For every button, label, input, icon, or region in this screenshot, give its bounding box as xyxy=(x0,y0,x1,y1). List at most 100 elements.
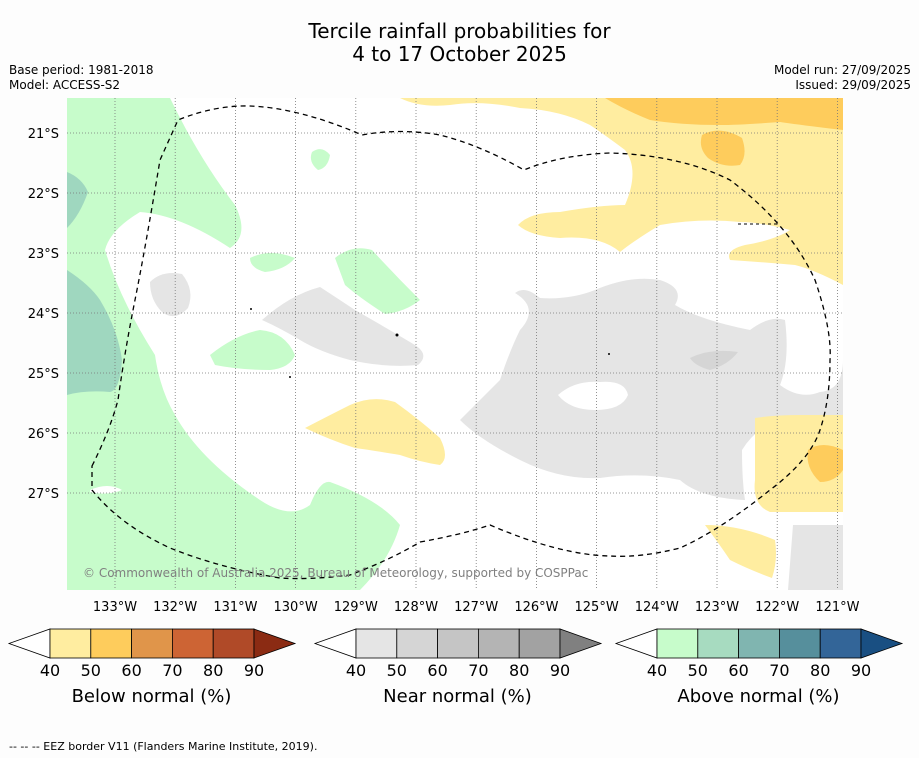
colorbar-segment xyxy=(697,628,739,659)
longitude-labels: 133°W 132°W 131°W 130°W 129°W 128°W 127°W 126°W… xyxy=(93,600,860,615)
near-normal-region-b xyxy=(262,287,424,366)
below-normal-50-north xyxy=(605,98,843,130)
meta-left: Base period: 1981-2018 Model: ACCESS-S2 xyxy=(9,63,154,93)
colorbar-above: 40 50 60 70 80 90 xyxy=(614,628,904,680)
island-marker-c xyxy=(395,333,399,337)
colorbars: 40 50 60 70 80 90 40 50 60 70 80 90 40 50 60 70 80 90 xyxy=(7,628,904,680)
latitude-tick-label: 22°S xyxy=(28,187,59,202)
map-white-gap-east xyxy=(558,381,628,410)
colorbar-segment xyxy=(90,628,133,659)
colorbar-tick-label: 70 xyxy=(769,661,789,680)
near-normal-region-a xyxy=(150,273,191,317)
above-normal-region-dot xyxy=(310,149,330,170)
longitude-tick-label: 128°W xyxy=(394,600,438,615)
colorbar-tick-label: 50 xyxy=(387,661,407,680)
colorbar-tick-label: 60 xyxy=(427,661,447,680)
latitude-tick-label: 23°S xyxy=(28,247,59,262)
gridlines xyxy=(67,98,843,590)
longitude-tick-label: 122°W xyxy=(755,600,799,615)
colorbar-below-title: Below normal (%) xyxy=(71,686,232,707)
below-normal-50-east xyxy=(807,445,843,482)
longitude-tick-label: 124°W xyxy=(635,600,679,615)
near-normal-50-region xyxy=(690,350,738,370)
colorbar-segment xyxy=(738,628,780,659)
colorbar-segment xyxy=(212,628,255,659)
below-normal-region-central xyxy=(305,399,445,465)
map-title-line2: 4 to 17 October 2025 xyxy=(352,42,567,66)
above-normal-region-mid2 xyxy=(335,248,420,314)
colorbar-extend-high xyxy=(860,628,904,659)
colorbar-below: 40 50 60 70 80 90 xyxy=(7,628,297,680)
longitude-tick-label: 127°W xyxy=(454,600,498,615)
meta-right: Model run: 27/09/2025 Issued: 29/09/2025 xyxy=(774,63,911,93)
colorbar-tick-label: 60 xyxy=(121,661,141,680)
model-name: Model: ACCESS-S2 xyxy=(9,78,121,92)
longitude-tick-label: 125°W xyxy=(575,600,619,615)
model-run: Model run: 27/09/2025 xyxy=(773,63,911,77)
colorbar-extend-high xyxy=(253,628,297,659)
colorbar-tick-label: 40 xyxy=(346,661,366,680)
below-normal-region-southeast xyxy=(705,525,776,578)
below-normal-region-east xyxy=(754,415,843,512)
latitude-tick-label: 21°S xyxy=(28,127,59,142)
colorbar-tick-label: 80 xyxy=(810,661,830,680)
colorbar-tick-label: 40 xyxy=(647,661,667,680)
colorbar-tick-label: 90 xyxy=(244,661,264,680)
colorbar-segment xyxy=(477,628,520,659)
latitude-labels: 21°S 22°S 23°S 24°S 25°S 26°S 27°S xyxy=(28,127,59,502)
colorbar-tick-label: 90 xyxy=(550,661,570,680)
colorbar-above-title: Above normal (%) xyxy=(677,686,840,707)
colorbar-extend-high xyxy=(559,628,603,659)
latitude-tick-label: 26°S xyxy=(28,427,59,442)
longitude-tick-label: 130°W xyxy=(274,600,318,615)
colorbar-tick-label: 50 xyxy=(688,661,708,680)
above-normal-region-mid3 xyxy=(210,330,295,370)
island-marker-b xyxy=(289,376,291,378)
colorbar-extend-low xyxy=(614,628,658,659)
colorbar-extend-low xyxy=(313,628,357,659)
latitude-tick-label: 27°S xyxy=(28,487,59,502)
colorbar-extend-low xyxy=(7,628,51,659)
map-title-line1: Tercile rainfall probabilities for xyxy=(308,19,611,43)
colorbar-tick-label: 50 xyxy=(81,661,101,680)
colorbar-near-title: Near normal (%) xyxy=(383,686,532,707)
colorbar-tick-label: 90 xyxy=(851,661,871,680)
colorbar-segment xyxy=(656,628,699,659)
latitude-tick-label: 25°S xyxy=(28,367,59,382)
eez-border xyxy=(91,105,831,580)
issued-date: Issued: 29/09/2025 xyxy=(795,78,911,92)
longitude-tick-label: 133°W xyxy=(93,600,137,615)
colorbar-segment xyxy=(171,628,214,659)
longitude-tick-label: 123°W xyxy=(695,600,739,615)
longitude-tick-label: 121°W xyxy=(815,600,859,615)
longitude-tick-label: 132°W xyxy=(153,600,197,615)
colorbar-segment xyxy=(49,628,92,659)
colorbar-segment xyxy=(355,628,398,659)
colorbar-segment xyxy=(819,628,862,659)
colorbar-near: 40 50 60 70 80 90 xyxy=(313,628,603,680)
longitude-tick-label: 131°W xyxy=(213,600,257,615)
island-marker-a xyxy=(250,308,252,310)
island-marker-d xyxy=(608,353,610,355)
colorbar-segment xyxy=(518,628,561,659)
map-white-gap-west xyxy=(90,486,122,494)
longitude-tick-label: 129°W xyxy=(334,600,378,615)
eez-footnote: -- -- -- EEZ border V11 (Flanders Marine… xyxy=(9,740,318,753)
colorbar-tick-label: 80 xyxy=(509,661,529,680)
probability-map xyxy=(67,98,843,590)
near-normal-region-d xyxy=(788,525,843,590)
below-normal-50-mid xyxy=(700,130,745,166)
base-period: Base period: 1981-2018 xyxy=(9,63,154,77)
near-normal-region-c xyxy=(460,278,843,500)
colorbar-tick-label: 60 xyxy=(728,661,748,680)
copyright-note: © Commonwealth of Australia 2025, Bureau… xyxy=(83,566,588,580)
colorbar-tick-label: 70 xyxy=(162,661,182,680)
colorbar-tick-label: 40 xyxy=(40,661,60,680)
above-normal-region-west xyxy=(67,98,400,590)
colorbar-tick-label: 80 xyxy=(203,661,223,680)
above-normal-50-region-b xyxy=(67,270,122,395)
colorbar-segment xyxy=(396,628,438,659)
colorbar-tick-label: 70 xyxy=(468,661,488,680)
above-normal-region-mid1 xyxy=(250,253,295,272)
